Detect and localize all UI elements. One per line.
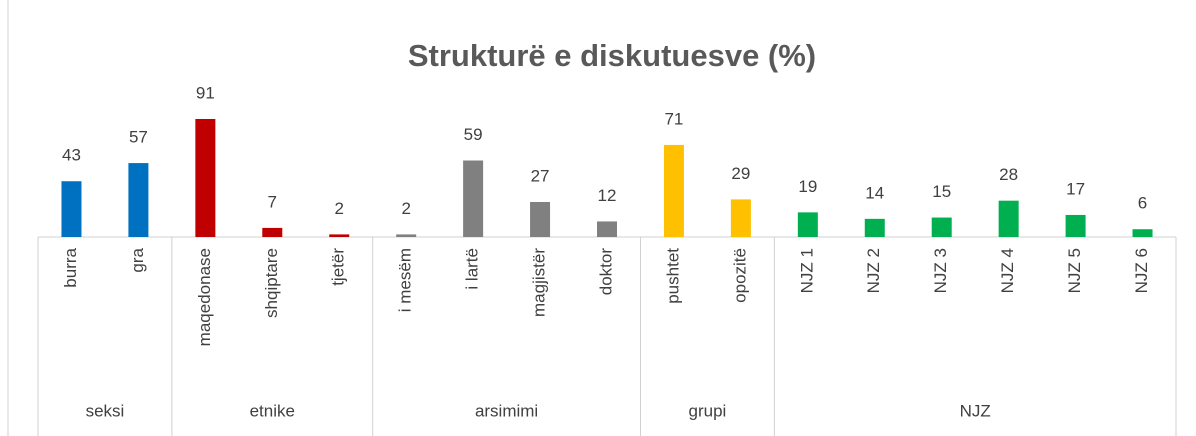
- bar: [262, 227, 283, 237]
- data-label: 6: [1138, 194, 1147, 213]
- x-tick-label: NJZ 4: [998, 248, 1017, 293]
- bar: [329, 234, 350, 237]
- bar: [61, 181, 82, 237]
- x-tick-label: tjetër: [329, 248, 348, 286]
- x-tick-label: pushtet: [663, 248, 682, 304]
- bar: [931, 217, 952, 237]
- group-label: seksi: [86, 401, 125, 420]
- x-tick-label: NJZ 6: [1132, 248, 1151, 293]
- x-tick-label: NJZ 2: [864, 248, 883, 293]
- bar: [1132, 229, 1153, 237]
- data-label: 14: [865, 183, 884, 202]
- bar: [530, 201, 551, 237]
- bar: [195, 119, 216, 237]
- x-tick-label: gra: [128, 247, 147, 272]
- x-tick-label: i lartë: [463, 248, 482, 290]
- bar: [1065, 214, 1086, 237]
- group-label: etnike: [250, 401, 295, 420]
- bar: [463, 160, 484, 237]
- data-label: 57: [129, 128, 148, 147]
- data-label: 27: [531, 166, 550, 185]
- bar: [597, 221, 617, 237]
- data-label: 19: [798, 177, 817, 196]
- x-tick-label: burra: [61, 247, 80, 287]
- bar: [998, 200, 1019, 237]
- bar: [663, 144, 684, 237]
- x-tick-label: maqedonase: [195, 248, 214, 346]
- bar: [864, 218, 885, 237]
- x-tick-label: i mesëm: [396, 248, 415, 312]
- data-label: 29: [731, 164, 750, 183]
- x-tick-label: NJZ 3: [931, 248, 950, 293]
- data-label: 2: [401, 199, 410, 218]
- x-tick-label: NJZ 5: [1065, 248, 1084, 293]
- data-label: 28: [999, 165, 1018, 184]
- data-label: 17: [1066, 179, 1085, 198]
- data-label: 12: [598, 186, 617, 205]
- data-label: 2: [335, 199, 344, 218]
- bar: [730, 199, 751, 237]
- x-tick-label: magjistër: [530, 248, 549, 317]
- data-label: 7: [268, 192, 277, 211]
- chart-title: Strukturë e diskutuesve (%): [408, 38, 816, 73]
- x-tick-label: NJZ 1: [797, 248, 816, 293]
- data-label: 71: [664, 109, 683, 128]
- data-label: 43: [62, 146, 81, 165]
- group-label: NJZ: [960, 401, 991, 420]
- data-label: 91: [196, 83, 215, 102]
- data-label: 15: [932, 182, 951, 201]
- group-label: arsimimi: [475, 401, 538, 420]
- x-tick-label: opozitë: [730, 248, 749, 303]
- bar: [396, 234, 417, 237]
- bar: [797, 212, 818, 237]
- group-label: grupi: [689, 401, 727, 420]
- x-tick-label: doktor: [596, 248, 615, 296]
- x-tick-label: shqiptare: [262, 248, 281, 318]
- data-label: 59: [464, 125, 483, 144]
- bar: [128, 163, 149, 237]
